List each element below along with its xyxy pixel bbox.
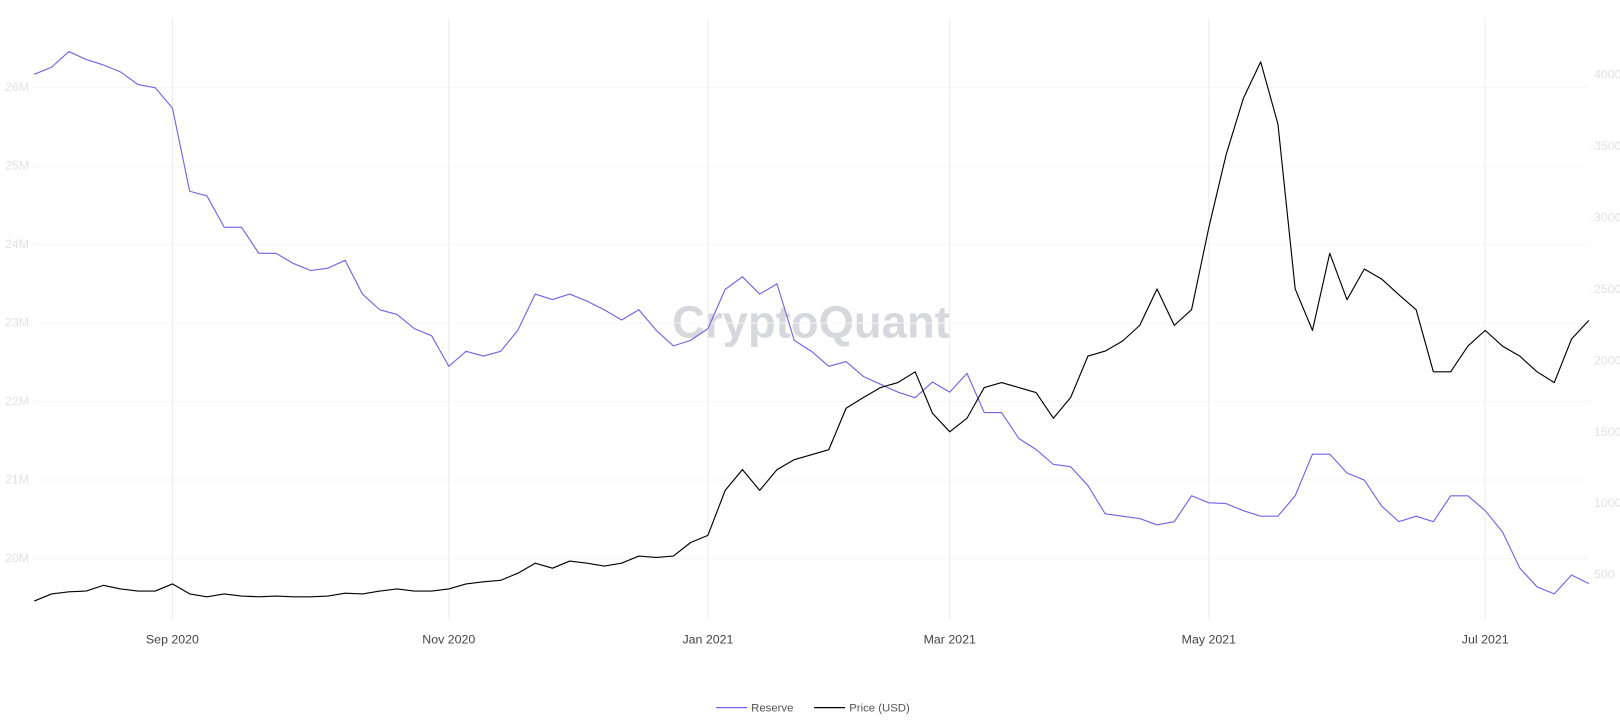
y2-tick-label: 500: [1594, 568, 1615, 582]
y-tick-label: 21M: [5, 472, 29, 486]
y2-tick-label: 4000: [1594, 68, 1620, 82]
x-tick-label: Jul 2021: [1462, 633, 1509, 647]
y2-tick-label: 3000: [1594, 211, 1620, 225]
y2-tick-label: 2500: [1594, 282, 1620, 296]
y-tick-label: 20M: [5, 551, 29, 565]
y-tick-label: 23M: [5, 315, 29, 329]
y-tick-label: 24M: [5, 237, 29, 251]
x-tick-label: Sep 2020: [146, 633, 199, 647]
watermark: CryptoQuant: [672, 296, 950, 347]
y2-tick-label: 1500: [1594, 425, 1620, 439]
y2-tick-label: 1000: [1594, 496, 1620, 510]
x-tick-label: May 2021: [1182, 633, 1236, 647]
y-tick-label: 26M: [5, 80, 29, 94]
series-line: [34, 50, 1590, 595]
y-tick-label: 22M: [5, 394, 29, 408]
grid: [34, 18, 1589, 620]
x-tick-label: Nov 2020: [422, 633, 475, 647]
legend-label: Reserve: [751, 703, 793, 715]
series-line: [34, 61, 1590, 602]
y2-tick-label: 3500: [1594, 139, 1620, 153]
legend-label: Price (USD): [849, 703, 910, 715]
y-tick-label: 25M: [5, 158, 29, 172]
x-tick-label: Mar 2021: [924, 633, 976, 647]
x-tick-label: Jan 2021: [682, 633, 733, 647]
y2-tick-label: 2000: [1594, 353, 1620, 367]
